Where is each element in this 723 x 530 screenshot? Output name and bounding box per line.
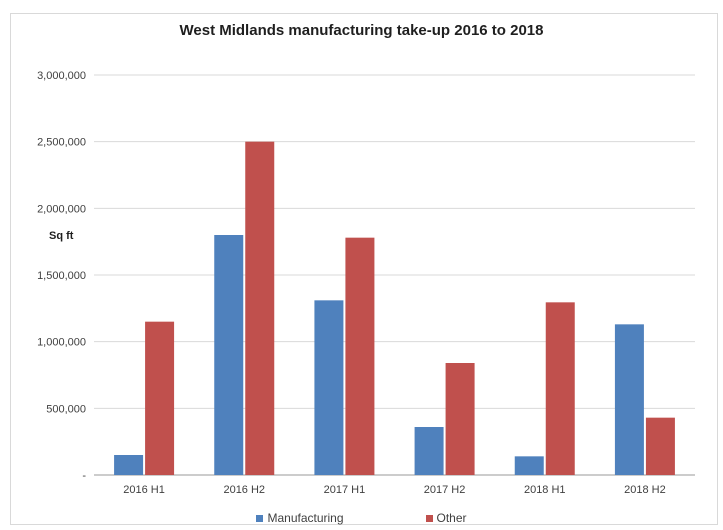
bar-manufacturing-2017-h1 [314,300,344,475]
legend-label-other: Other [436,511,467,525]
bar-manufacturing-2016-h2 [214,235,244,475]
bar-manufacturing-2018-h2 [614,324,644,475]
bar-manufacturing-2018-h1 [514,456,544,475]
x-tick-label: 2018 H2 [624,484,666,496]
bar-other-2016-h1 [145,321,175,475]
bar-manufacturing-2017-h2 [414,427,444,475]
legend-item-other: Other [425,511,467,525]
x-tick-label: 2016 H2 [223,484,265,496]
legend: Manufacturing Other [0,511,723,525]
chart-title: West Midlands manufacturing take-up 2016… [179,22,544,39]
bar-other-2018-h1 [545,302,575,475]
y-tick-label: 2,000,000 [37,203,86,215]
legend-label-manufacturing: Manufacturing [267,511,344,525]
bar-other-2017-h1 [345,237,375,475]
y-tick-label: 1,000,000 [37,337,86,349]
y-tick-label: - [82,470,86,482]
legend-swatch-manufacturing [256,514,264,522]
x-tick-label: 2018 H1 [524,484,566,496]
x-tick-label: 2017 H2 [424,484,466,496]
bar-other-2018-h2 [645,417,675,475]
y-tick-label: 500,000 [46,403,86,415]
bar-other-2017-h2 [445,363,475,475]
y-tick-label: 1,500,000 [37,270,86,282]
y-tick-label: 3,000,000 [37,70,86,82]
y-tick-label: 2,500,000 [37,137,86,149]
x-tick-label: 2016 H1 [123,484,165,496]
legend-item-manufacturing: Manufacturing [256,511,344,525]
x-tick-label: 2017 H1 [324,484,366,496]
bar-other-2016-h2 [245,141,275,475]
y-axis-label: Sq ft [49,230,74,242]
legend-swatch-other [425,514,433,522]
bar-manufacturing-2016-h1 [114,455,144,475]
